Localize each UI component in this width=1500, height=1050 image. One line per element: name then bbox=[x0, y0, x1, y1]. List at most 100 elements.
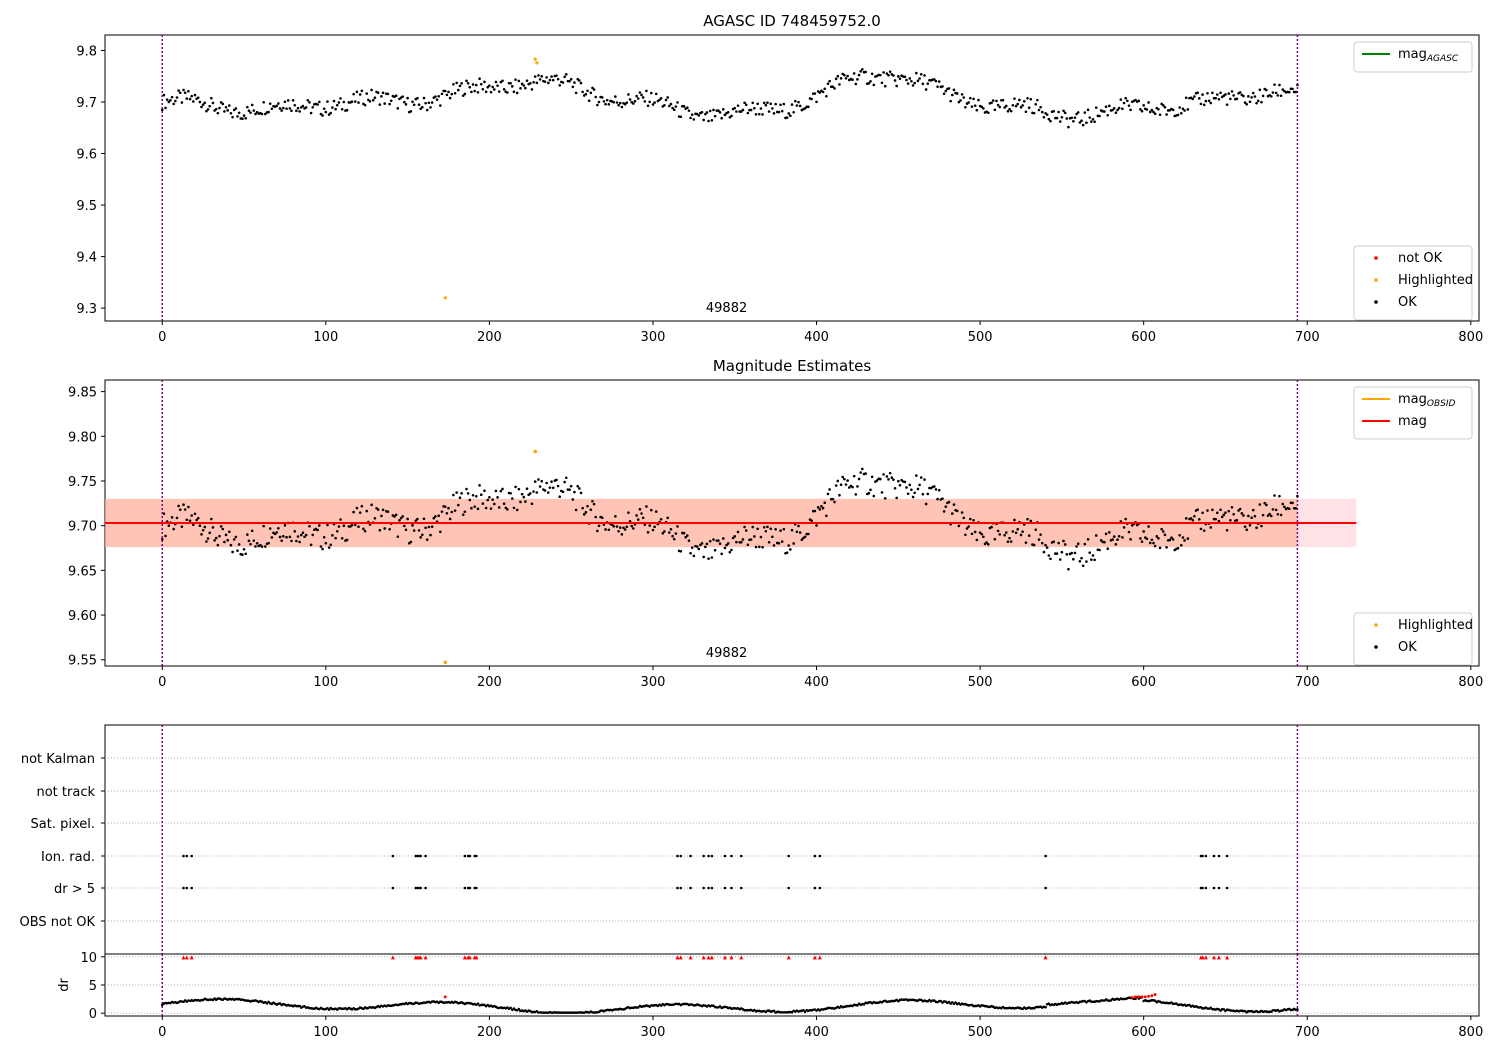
p1-ok-point bbox=[913, 81, 916, 85]
p2-ok-point bbox=[200, 533, 203, 536]
p4-not-ok-marker bbox=[1212, 955, 1217, 960]
p2-ok-point bbox=[1037, 538, 1041, 541]
p2-highlighted-point bbox=[533, 449, 537, 454]
p1-ok-point bbox=[429, 106, 432, 109]
p1-ok-point bbox=[430, 101, 434, 104]
p2-ok-point bbox=[278, 535, 282, 539]
p1-ok-point bbox=[663, 103, 666, 107]
p2-ok-point bbox=[923, 478, 926, 481]
p1-ok-point bbox=[949, 99, 952, 103]
p2-ok-point bbox=[623, 528, 627, 531]
p1-xtick-label-500: 500 bbox=[968, 330, 993, 345]
p1-ok-point bbox=[872, 83, 876, 87]
p1-ok-point bbox=[262, 100, 265, 104]
p1-ok-point bbox=[252, 109, 256, 112]
p2-legend-lower-handle-1 bbox=[1374, 645, 1378, 649]
p2-ok-point bbox=[1052, 540, 1056, 544]
p2-ok-point bbox=[546, 491, 550, 494]
p4-xtick-label-400: 400 bbox=[804, 1025, 829, 1040]
p2-ok-point bbox=[1076, 542, 1080, 545]
p1-ok-point bbox=[203, 101, 207, 105]
p2-ok-point bbox=[481, 502, 485, 505]
p1-ok-point bbox=[548, 78, 552, 82]
p1-ok-point bbox=[1014, 104, 1018, 108]
p2-ok-point bbox=[213, 539, 216, 542]
p1-ok-point bbox=[425, 108, 429, 112]
p1-ok-point bbox=[1013, 97, 1016, 100]
p1-ok-point bbox=[831, 85, 835, 89]
p1-ok-point bbox=[1248, 100, 1252, 104]
p1-ok-point bbox=[579, 81, 583, 85]
p2-ok-point bbox=[1281, 502, 1285, 506]
p1-ok-point bbox=[578, 79, 581, 82]
p4-xtick-label-0: 0 bbox=[158, 1025, 166, 1040]
p4-not-ok-marker bbox=[181, 955, 186, 960]
p1-ok-point bbox=[1225, 103, 1229, 106]
p2-ok-point bbox=[843, 477, 846, 481]
p2-ytick-label-9.65: 9.65 bbox=[68, 564, 97, 579]
p2-ok-point bbox=[185, 518, 189, 522]
p2-ok-point bbox=[579, 491, 583, 495]
p1-ok-point bbox=[815, 100, 818, 104]
p2-ok-point bbox=[561, 490, 565, 494]
p2-ok-point bbox=[1165, 546, 1168, 549]
p1-ok-point bbox=[926, 82, 930, 85]
p2-ok-point bbox=[331, 534, 334, 537]
p1-ok-point bbox=[792, 110, 795, 114]
p1-ok-point bbox=[991, 99, 995, 102]
p1-ok-point bbox=[844, 76, 848, 80]
p2-ok-point bbox=[1147, 525, 1150, 528]
p2-ok-point bbox=[1026, 517, 1029, 521]
p2-ok-point bbox=[602, 523, 606, 526]
p2-ok-point bbox=[836, 479, 840, 483]
p1-ok-point bbox=[250, 103, 254, 107]
p2-ok-point bbox=[921, 492, 925, 496]
p3-flag-point bbox=[182, 854, 185, 858]
p2-ok-point bbox=[293, 530, 297, 533]
p3-category-label: Sat. pixel. bbox=[31, 817, 95, 832]
p2-ok-point bbox=[854, 493, 858, 496]
p1-ok-point bbox=[640, 93, 643, 97]
p2-ok-point bbox=[1225, 528, 1229, 532]
p3-flag-point bbox=[463, 854, 467, 858]
p1-ok-point bbox=[540, 75, 544, 78]
p1-ok-point bbox=[1003, 106, 1006, 109]
p2-ok-point bbox=[1086, 538, 1090, 541]
p1-ok-point bbox=[936, 85, 939, 88]
p2-ok-point bbox=[1191, 518, 1195, 522]
p1-xtick-label-0: 0 bbox=[158, 330, 166, 345]
p1-ok-point bbox=[285, 107, 288, 110]
p2-ok-point bbox=[777, 541, 781, 545]
p1-ok-point bbox=[1256, 99, 1260, 103]
p1-ok-point bbox=[306, 98, 310, 102]
p2-ok-point bbox=[1253, 514, 1257, 518]
p1-ok-point bbox=[316, 103, 319, 106]
p1-ok-point bbox=[687, 109, 691, 112]
p2-ok-point bbox=[190, 514, 193, 517]
p2-ok-point bbox=[730, 548, 733, 552]
p4-not-ok-marker bbox=[812, 955, 817, 960]
p4-not-ok-marker bbox=[1200, 955, 1205, 960]
p2-ok-point bbox=[1250, 516, 1253, 520]
p2-ok-point bbox=[856, 485, 859, 488]
p2-ok-point bbox=[789, 548, 792, 551]
p2-ok-point bbox=[496, 496, 499, 499]
p2-ok-point bbox=[968, 517, 972, 521]
p1-ok-point bbox=[210, 96, 213, 100]
p2-ok-point bbox=[1268, 512, 1271, 516]
p2-ok-point bbox=[1008, 536, 1011, 540]
p1-ytick-label-9.8: 9.8 bbox=[76, 44, 97, 59]
p2-ok-point bbox=[296, 535, 300, 538]
p2-ok-point bbox=[671, 534, 674, 538]
p1-ok-point bbox=[452, 83, 455, 86]
p1-ok-point bbox=[470, 90, 473, 94]
p1-xtick-label-800: 800 bbox=[1458, 330, 1483, 345]
p2-ok-point bbox=[972, 518, 975, 522]
p1-ok-point bbox=[736, 104, 740, 107]
p1-ok-point bbox=[1273, 83, 1276, 86]
p1-ok-point bbox=[386, 92, 390, 96]
p2-ok-point bbox=[1075, 545, 1078, 548]
p2-ok-point bbox=[937, 488, 941, 492]
p1-ok-point bbox=[545, 76, 548, 79]
p2-ok-point bbox=[936, 497, 939, 501]
